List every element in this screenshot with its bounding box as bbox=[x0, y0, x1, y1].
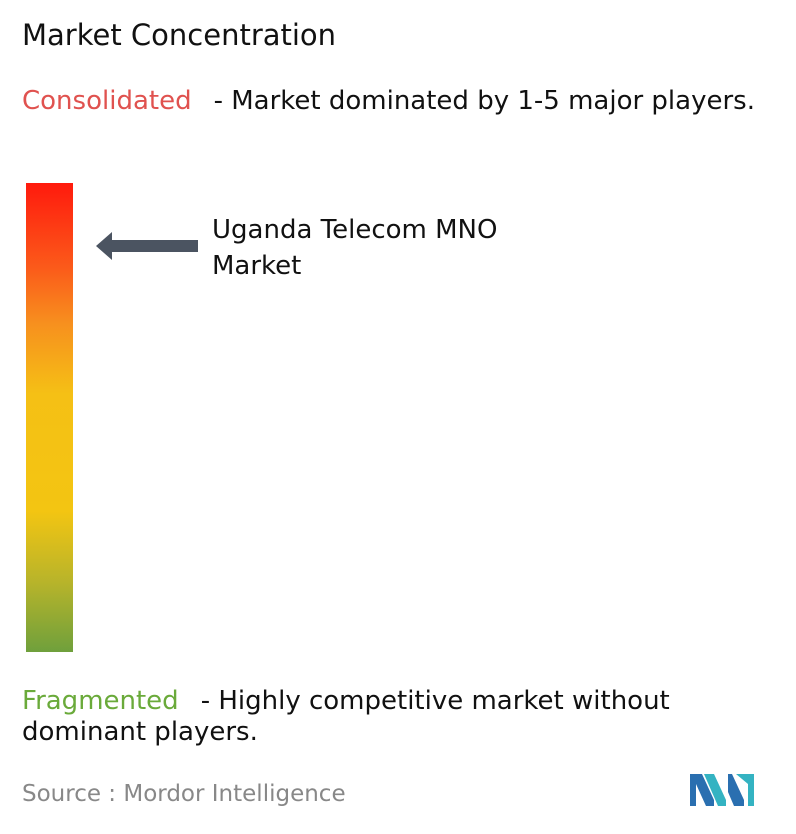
logo bbox=[690, 774, 754, 806]
logo-part bbox=[720, 774, 744, 806]
consolidated-description: - Market dominated by 1-5 major players. bbox=[213, 86, 755, 116]
source: Source : Mordor Intelligence bbox=[22, 781, 346, 807]
logo-part bbox=[704, 774, 726, 806]
logo-part bbox=[690, 774, 714, 806]
consolidated-block: Consolidated - Market dominated by 1-5 ma… bbox=[22, 86, 792, 117]
market-label: Uganda Telecom MNO Market bbox=[212, 215, 498, 281]
arrow bbox=[96, 232, 198, 260]
arrow-shape bbox=[96, 232, 198, 260]
fragmented-block: Fragmented - Highly competitive market wi… bbox=[22, 686, 792, 748]
fragmented-description: - Highly competitive market without domi… bbox=[22, 686, 670, 747]
concentration-gradient-bar bbox=[26, 183, 73, 652]
logo-part bbox=[736, 774, 754, 806]
consolidated-label: Consolidated bbox=[22, 86, 192, 116]
fragmented-label: Fragmented bbox=[22, 686, 179, 716]
title: Market Concentration bbox=[22, 18, 337, 52]
